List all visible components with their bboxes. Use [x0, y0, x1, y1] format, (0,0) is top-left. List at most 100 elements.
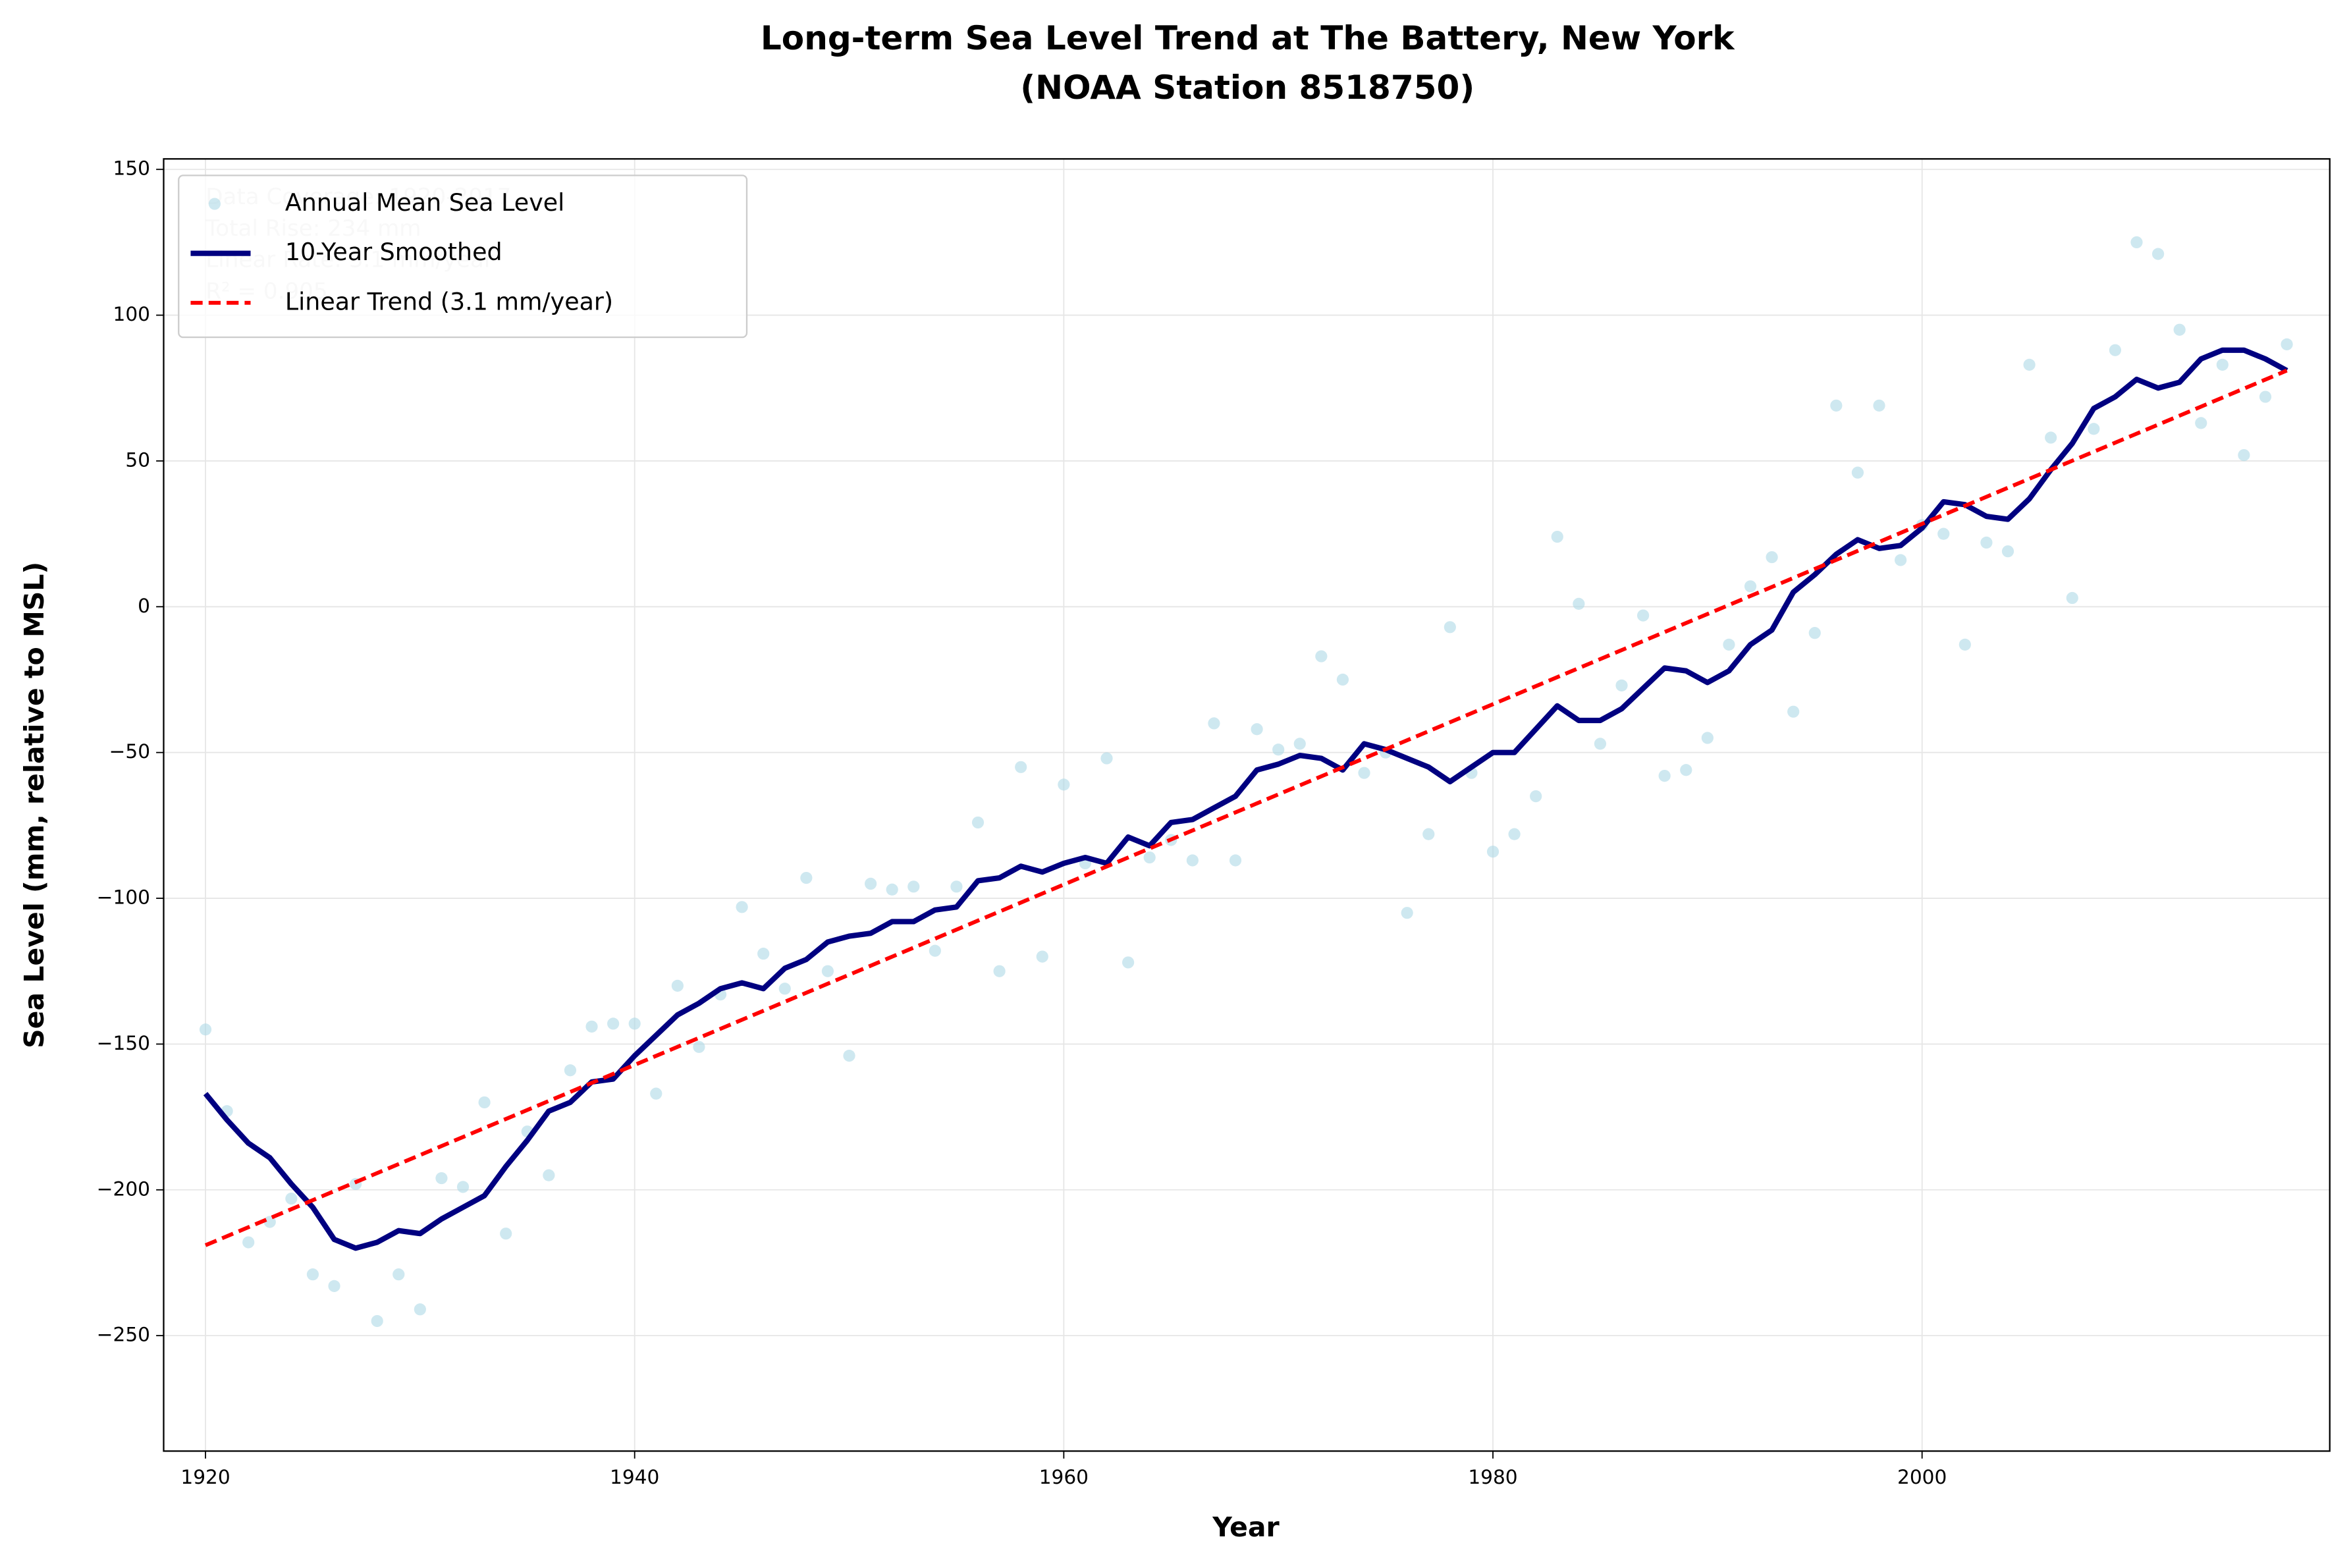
data-point — [1336, 673, 1349, 686]
data-point — [2151, 248, 2165, 260]
data-point — [865, 877, 877, 890]
data-point — [1401, 907, 1413, 919]
trend-line — [204, 368, 2288, 1247]
data-point — [435, 1172, 448, 1185]
data-point — [306, 1268, 319, 1281]
data-point — [392, 1268, 405, 1281]
data-point — [1851, 466, 1864, 479]
x-tick-label: 1960 — [1039, 1466, 1089, 1488]
data-point — [971, 816, 985, 829]
legend: Annual Mean Sea Level 10-Year Smoothed Lin… — [178, 175, 748, 338]
data-point — [543, 1169, 555, 1181]
legend-marker — [208, 198, 221, 210]
data-point — [1251, 723, 1263, 736]
smoothed-line — [203, 347, 2288, 1251]
data-point — [2088, 423, 2100, 435]
data-point — [1015, 761, 1027, 773]
data-point — [1100, 752, 1113, 765]
y-tick-label: 150 — [113, 157, 150, 180]
x-tick-label: 1920 — [180, 1466, 230, 1488]
data-point — [2259, 391, 2272, 403]
data-point — [886, 883, 898, 896]
data-point — [1723, 638, 1735, 651]
data-point — [2216, 358, 2229, 371]
data-point — [607, 1017, 620, 1030]
data-point — [1208, 717, 1220, 730]
plot-frame — [163, 158, 2331, 1452]
data-point — [993, 965, 1006, 977]
data-point — [1058, 778, 1070, 791]
data-point — [1486, 846, 1500, 858]
data-point — [1358, 767, 1370, 779]
data-point — [1959, 638, 1971, 651]
y-tick-label: −200 — [97, 1177, 150, 1200]
data-point — [1293, 738, 1306, 750]
data-point — [1272, 743, 1285, 756]
data-point — [478, 1096, 491, 1109]
data-point — [1808, 627, 1821, 639]
data-point — [1937, 527, 1950, 540]
data-point — [650, 1087, 662, 1100]
data-point — [1658, 769, 1671, 782]
data-point — [371, 1314, 383, 1328]
data-point — [1615, 679, 1628, 691]
data-point — [2195, 417, 2207, 429]
data-point — [2173, 323, 2186, 336]
x-axis-label: Year — [1212, 1511, 1280, 1543]
data-point — [242, 1236, 255, 1249]
data-point — [285, 1192, 298, 1205]
y-axis-label: Sea Level (mm, relative to MSL) — [18, 562, 50, 1048]
data-point — [1873, 399, 1885, 412]
legend-label: Linear Trend (3.1 mm/year) — [285, 287, 613, 315]
data-point — [778, 983, 791, 995]
legend-box — [178, 175, 748, 338]
data-point — [2281, 338, 2293, 350]
data-point — [2023, 358, 2036, 371]
data-point — [1636, 609, 1650, 622]
data-point — [1036, 950, 1048, 963]
data-point — [628, 1017, 641, 1030]
y-tick-label: 0 — [138, 595, 150, 617]
data-point — [1766, 551, 1778, 564]
data-point — [1551, 530, 1563, 543]
data-point — [1422, 828, 1435, 840]
x-tick-label: 2000 — [1897, 1466, 1947, 1488]
y-tick-label: 50 — [125, 448, 150, 471]
data-point — [2109, 344, 2122, 356]
y-tick-label: −50 — [109, 740, 150, 763]
data-point — [1143, 851, 1156, 864]
data-point — [199, 1023, 212, 1036]
data-point — [1573, 597, 1585, 610]
data-point — [2130, 236, 2143, 249]
data-point — [1744, 580, 1757, 593]
data-point — [1787, 705, 1800, 718]
data-point — [800, 871, 813, 884]
data-point — [1508, 828, 1521, 840]
data-point — [2045, 431, 2057, 444]
x-tick-label: 1980 — [1468, 1466, 1517, 1488]
data-point — [843, 1050, 855, 1062]
y-tick-label: −250 — [97, 1324, 150, 1346]
data-point — [1680, 764, 1692, 776]
data-point — [1315, 650, 1328, 662]
data-point — [1229, 854, 1242, 867]
data-point — [693, 1041, 705, 1053]
data-point — [328, 1280, 340, 1292]
y-tick-label: −100 — [97, 886, 150, 909]
data-point — [821, 965, 834, 977]
data-point — [500, 1228, 512, 1240]
legend-label: Annual Mean Sea Level — [285, 188, 564, 217]
y-tick-label: −150 — [97, 1032, 150, 1054]
data-point — [671, 979, 684, 992]
data-point — [1530, 790, 1542, 803]
data-point — [907, 880, 920, 893]
chart-title: Long-term Sea Level Trend at The Battery… — [761, 19, 1735, 57]
data-point — [1186, 854, 1199, 867]
data-point — [456, 1181, 470, 1193]
data-point — [1444, 621, 1456, 634]
data-point — [585, 1020, 598, 1033]
data-point — [2001, 545, 2014, 558]
chart-subtitle: (NOAA Station 8518750) — [1020, 68, 1474, 107]
data-point — [2238, 448, 2250, 462]
